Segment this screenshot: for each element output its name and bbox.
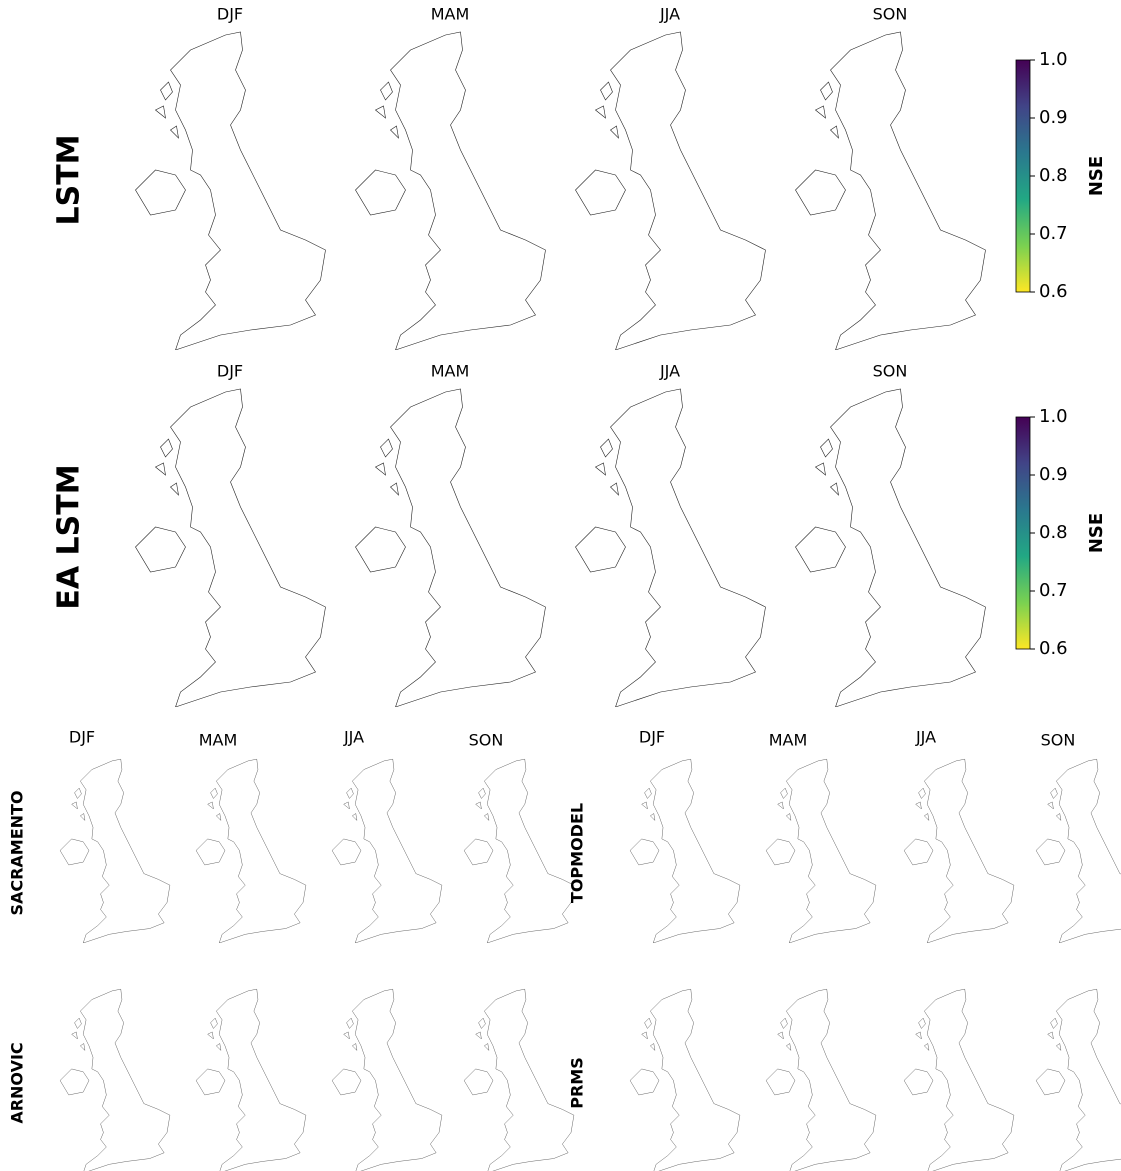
row-label: SACRAMENTO (8, 790, 27, 915)
map (135, 388, 326, 707)
map (629, 988, 741, 1171)
season-label: JJA (659, 362, 680, 381)
map (903, 988, 1015, 1171)
colorbar-title: NSE (1086, 156, 1107, 196)
map (1035, 758, 1121, 943)
map (331, 988, 443, 1171)
season-label: DJF (639, 728, 665, 747)
season-label: DJF (217, 362, 243, 381)
colorbar-tick-label: 0.9 (1039, 464, 1068, 485)
colorbar-tick-label: 1.0 (1039, 49, 1068, 70)
colorbar-title: NSE (1086, 513, 1107, 553)
map (1035, 988, 1121, 1171)
colorbar-tick-label: 0.8 (1039, 165, 1068, 186)
season-label: MAM (431, 5, 470, 24)
map (795, 31, 986, 350)
map (765, 988, 877, 1171)
season-label: SON (873, 5, 908, 24)
colorbar-tick-label: 0.9 (1039, 107, 1068, 128)
colorbar-tick-label: 0.7 (1039, 223, 1068, 244)
map (629, 758, 741, 943)
map (795, 388, 986, 707)
map (195, 758, 307, 943)
map (59, 988, 171, 1171)
colorbar (1015, 416, 1031, 650)
map (463, 988, 575, 1171)
colorbar-tick-label: 0.8 (1039, 522, 1068, 543)
row-label: ARNOVIC (8, 1042, 27, 1123)
colorbar-tick-label: 1.0 (1039, 406, 1068, 427)
map (575, 31, 766, 350)
colorbar-tick-label: 0.6 (1039, 281, 1068, 302)
map (463, 758, 575, 943)
season-label: MAM (769, 731, 808, 750)
season-label: JJA (343, 728, 364, 747)
season-label: SON (469, 731, 504, 750)
season-label: SON (1041, 731, 1076, 750)
season-label: JJA (659, 5, 680, 24)
row-label: LSTM (52, 134, 87, 225)
row-label: EA LSTM (52, 464, 87, 609)
map (331, 758, 443, 943)
season-label: JJA (915, 728, 936, 747)
season-label: DJF (69, 728, 95, 747)
colorbar (1015, 59, 1031, 293)
map (355, 388, 546, 707)
map (135, 31, 326, 350)
map (59, 758, 171, 943)
season-label: MAM (199, 731, 238, 750)
season-label: SON (873, 362, 908, 381)
map (355, 31, 546, 350)
colorbar-tick-label: 0.7 (1039, 580, 1068, 601)
season-label: DJF (217, 5, 243, 24)
colorbar-tick-label: 0.6 (1039, 638, 1068, 659)
map (903, 758, 1015, 943)
row-label: TOPMODEL (568, 803, 587, 903)
map (195, 988, 307, 1171)
row-label: PRMS (568, 1057, 587, 1109)
map (575, 388, 766, 707)
map (765, 758, 877, 943)
season-label: MAM (431, 362, 470, 381)
